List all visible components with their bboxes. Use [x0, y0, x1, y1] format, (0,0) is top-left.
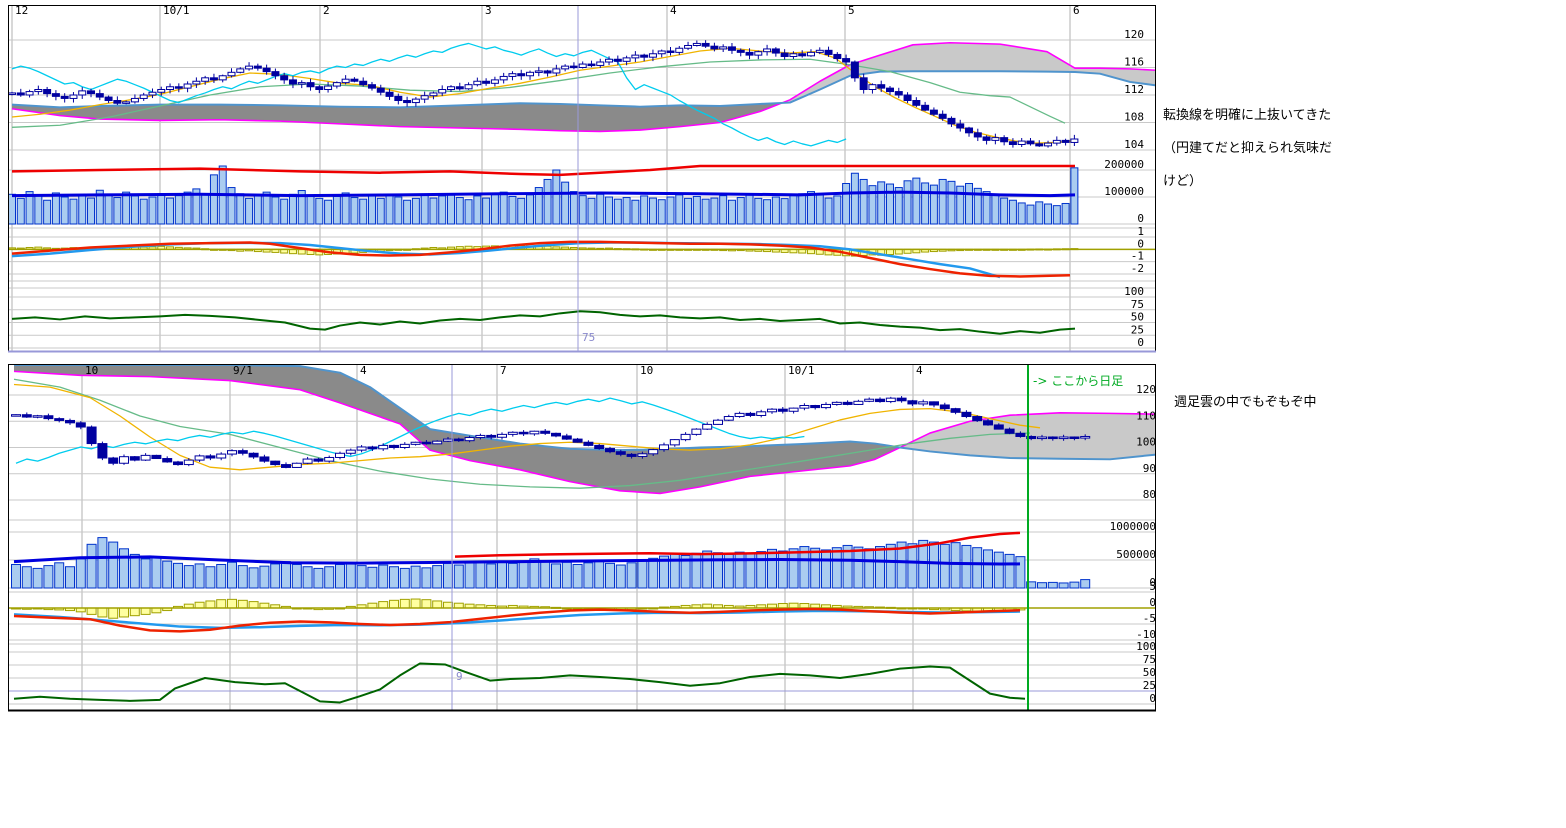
svg-text:-2: -2: [1131, 262, 1144, 275]
svg-text:80: 80: [1143, 488, 1156, 501]
svg-text:25: 25: [1131, 323, 1144, 336]
daily-chart-canvas: 120116112108104200000100000010-1-2100755…: [8, 4, 1156, 353]
svg-text:120: 120: [1124, 28, 1144, 41]
svg-text:1: 1: [1137, 225, 1144, 238]
svg-text:9/1: 9/1: [233, 364, 253, 377]
svg-text:7: 7: [500, 364, 507, 377]
svg-text:10/1: 10/1: [788, 364, 815, 377]
annotation-line: 転換線を明確に上抜いてきた: [1163, 108, 1332, 123]
svg-text:104: 104: [1124, 138, 1144, 151]
svg-text:0: 0: [1149, 596, 1156, 609]
svg-text:50: 50: [1143, 666, 1156, 679]
svg-text:75: 75: [1131, 298, 1144, 311]
svg-text:90: 90: [1143, 462, 1156, 475]
daily-candlestick-chart[interactable]: 120 116 112 108 104 200000 100000 0 1 0 -1 -2 100 75 5…: [8, 0, 1156, 356]
weekly-cursor-value-label: 9: [456, 670, 463, 683]
svg-text:0: 0: [1149, 576, 1156, 589]
svg-text:4: 4: [916, 364, 923, 377]
svg-text:-1: -1: [1131, 250, 1144, 263]
svg-text:-5: -5: [1143, 612, 1156, 625]
svg-text:110: 110: [1136, 409, 1156, 422]
svg-text:0: 0: [1137, 237, 1144, 250]
svg-text:6: 6: [1073, 4, 1080, 17]
weekly-chart-canvas: 12011010090801000000500000050-5-10100755…: [8, 364, 1156, 712]
svg-text:3: 3: [485, 4, 492, 17]
svg-text:1000000: 1000000: [1110, 520, 1156, 533]
svg-text:4: 4: [670, 4, 677, 17]
svg-text:112: 112: [1124, 83, 1144, 96]
svg-text:10: 10: [85, 364, 98, 377]
svg-text:100: 100: [1124, 285, 1144, 298]
svg-text:108: 108: [1124, 111, 1144, 124]
svg-text:0: 0: [1137, 212, 1144, 225]
svg-text:500000: 500000: [1116, 548, 1156, 561]
svg-text:50: 50: [1131, 311, 1144, 324]
daily-cursor-value-label: 75: [582, 331, 596, 344]
svg-text:100: 100: [1136, 436, 1156, 449]
annotation-line: けど）: [1163, 174, 1203, 189]
svg-text:0: 0: [1149, 692, 1156, 705]
svg-text:4: 4: [360, 364, 367, 377]
svg-text:100: 100: [1136, 640, 1156, 653]
weekly-candlestick-chart[interactable]: 120 110 100 90 80 1000000 500000 0 5 0 -5 -10 100 75 5…: [8, 363, 1156, 713]
svg-text:2: 2: [323, 4, 330, 17]
svg-text:-10: -10: [1136, 628, 1156, 641]
annotation-line: （円建てだと抑えられ気味だ: [1163, 141, 1333, 156]
svg-text:5: 5: [1149, 580, 1156, 593]
svg-text:120: 120: [1136, 383, 1156, 396]
weekly-chart-annotation: 週足雲の中でもぞもぞ中: [1174, 395, 1317, 410]
svg-text:5: 5: [848, 4, 855, 17]
svg-text:25: 25: [1143, 679, 1156, 692]
daily-start-marker-label: -> ここから日足: [1033, 374, 1124, 388]
svg-text:0: 0: [1137, 336, 1144, 349]
svg-text:10/1: 10/1: [163, 4, 190, 17]
svg-text:116: 116: [1124, 56, 1144, 69]
daily-chart-annotation: 転換線を明確に上抜いてきた （円建てだと抑えられ気味だ けど）: [1163, 99, 1332, 198]
svg-text:100000: 100000: [1104, 185, 1144, 198]
svg-text:12: 12: [15, 4, 28, 17]
svg-text:10: 10: [640, 364, 653, 377]
svg-text:75: 75: [1143, 653, 1156, 666]
svg-text:200000: 200000: [1104, 158, 1144, 171]
